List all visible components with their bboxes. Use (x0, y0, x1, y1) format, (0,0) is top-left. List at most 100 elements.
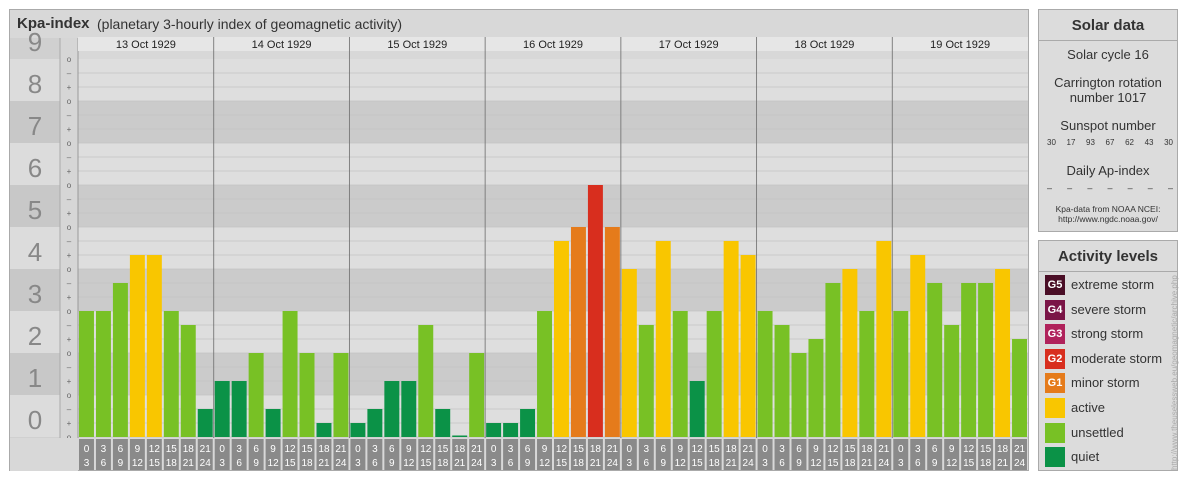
hour-cell (384, 439, 400, 470)
hour-end-label: 6 (508, 458, 514, 469)
y-axis-band (10, 185, 60, 227)
hour-start-label: 0 (84, 444, 90, 455)
minor-tick-label: o (67, 139, 72, 148)
kp-bar (621, 269, 637, 437)
hour-end-label: 6 (779, 458, 785, 469)
hour-start-label: 21 (607, 444, 619, 455)
hour-cell (452, 439, 468, 470)
hour-cell (570, 439, 586, 470)
kp-bar (435, 408, 451, 437)
ap-value: – (1107, 183, 1113, 193)
hour-start-label: 3 (508, 444, 514, 455)
hour-start-label: 15 (166, 444, 178, 455)
hour-end-label: 12 (268, 458, 280, 469)
hour-end-label: 15 (827, 458, 839, 469)
kp-bar (469, 353, 485, 437)
hour-cell (995, 439, 1011, 470)
ap-value: – (1047, 183, 1053, 193)
minor-tick-label: + (67, 419, 72, 428)
hour-end-label: 18 (437, 458, 449, 469)
hour-start-label: 6 (525, 444, 531, 455)
hour-cell (435, 439, 451, 470)
source-link[interactable]: http://www.ngdc.noaa.gov/ (1058, 214, 1158, 224)
hour-cell (350, 439, 366, 470)
kp-bar (79, 311, 94, 437)
hour-end-label: 9 (660, 458, 666, 469)
kp-bar (384, 381, 400, 437)
hour-start-label: 21 (471, 444, 483, 455)
ap-value: – (1067, 183, 1073, 193)
minor-tick-label: + (67, 83, 72, 92)
y-tick-label: 2 (28, 321, 42, 351)
hour-start-label: 12 (963, 444, 975, 455)
hour-end-label: 12 (403, 458, 415, 469)
hour-cell (146, 439, 162, 470)
hour-end-label: 21 (726, 458, 738, 469)
kp-bar (842, 269, 858, 437)
hour-end-label: 18 (166, 458, 178, 469)
hour-start-label: 9 (270, 444, 276, 455)
kpa-chart: 0123456789o+–o+–o+–o+–o+–o+–o+–o+–o+–o13… (10, 27, 1028, 471)
hour-end-label: 12 (810, 458, 822, 469)
hour-start-label: 12 (827, 444, 839, 455)
kp-bar (486, 423, 502, 437)
divider (1039, 40, 1177, 41)
hour-cell (791, 439, 807, 470)
kp-bar (995, 269, 1011, 437)
day-header-row (78, 37, 1028, 51)
kp-band (78, 59, 1028, 101)
kp-bar (231, 381, 247, 437)
level-swatch (1045, 447, 1065, 468)
hour-end-label: 18 (573, 458, 585, 469)
hour-start-label: 6 (660, 444, 666, 455)
day-label: 19 Oct 1929 (930, 39, 990, 51)
hour-start-label: 21 (335, 444, 347, 455)
hour-cell (672, 439, 688, 470)
hour-cell (282, 439, 298, 470)
hour-start-label: 0 (627, 444, 633, 455)
minor-tick-label: o (67, 391, 72, 400)
hour-start-label: 15 (844, 444, 856, 455)
hour-start-label: 9 (949, 444, 955, 455)
hour-start-label: 0 (355, 444, 361, 455)
hour-cell (520, 439, 536, 470)
hour-cell (944, 439, 960, 470)
hour-cell (808, 439, 824, 470)
level-swatch: G4 (1045, 299, 1065, 320)
hour-end-label: 3 (762, 458, 768, 469)
hour-cell (842, 439, 858, 470)
hour-start-label: 9 (677, 444, 683, 455)
hour-end-label: 6 (915, 458, 921, 469)
level-label: severe storm (1071, 301, 1147, 317)
credit-text: http://www.theuselessweb.eu/geomagnetic/… (1170, 275, 1179, 470)
hour-cell (1012, 439, 1027, 470)
solar-data-title: Solar data (1071, 17, 1145, 34)
minor-tick-label: + (67, 167, 72, 176)
minor-tick-label: o (67, 433, 72, 442)
hour-cell (927, 439, 943, 470)
hour-cell (621, 439, 637, 470)
kp-bar (265, 408, 281, 437)
kp-bar (112, 282, 128, 437)
hour-end-label: 21 (454, 458, 466, 469)
hour-start-label: 3 (236, 444, 242, 455)
day-label: 16 Oct 1929 (523, 39, 583, 51)
hour-start-label: 21 (743, 444, 755, 455)
hour-cell (554, 439, 569, 470)
minor-tick-label: – (67, 321, 72, 330)
sunspot-value: 93 (1086, 138, 1095, 147)
hour-cell (706, 439, 722, 470)
sunspot-title: Sunspot number (1060, 118, 1156, 133)
kp-bar (214, 381, 230, 437)
hour-end-label: 6 (101, 458, 107, 469)
hour-end-label: 3 (898, 458, 904, 469)
day-label: 14 Oct 1929 (252, 39, 312, 51)
hour-start-label: 12 (149, 444, 161, 455)
hour-start-label: 21 (878, 444, 890, 455)
hour-cell (638, 439, 654, 470)
y-tick-label: 3 (28, 279, 42, 309)
ap-value: – (1087, 183, 1093, 193)
hour-end-label: 9 (525, 458, 531, 469)
hour-start-label: 9 (542, 444, 548, 455)
hour-cell (214, 439, 230, 470)
